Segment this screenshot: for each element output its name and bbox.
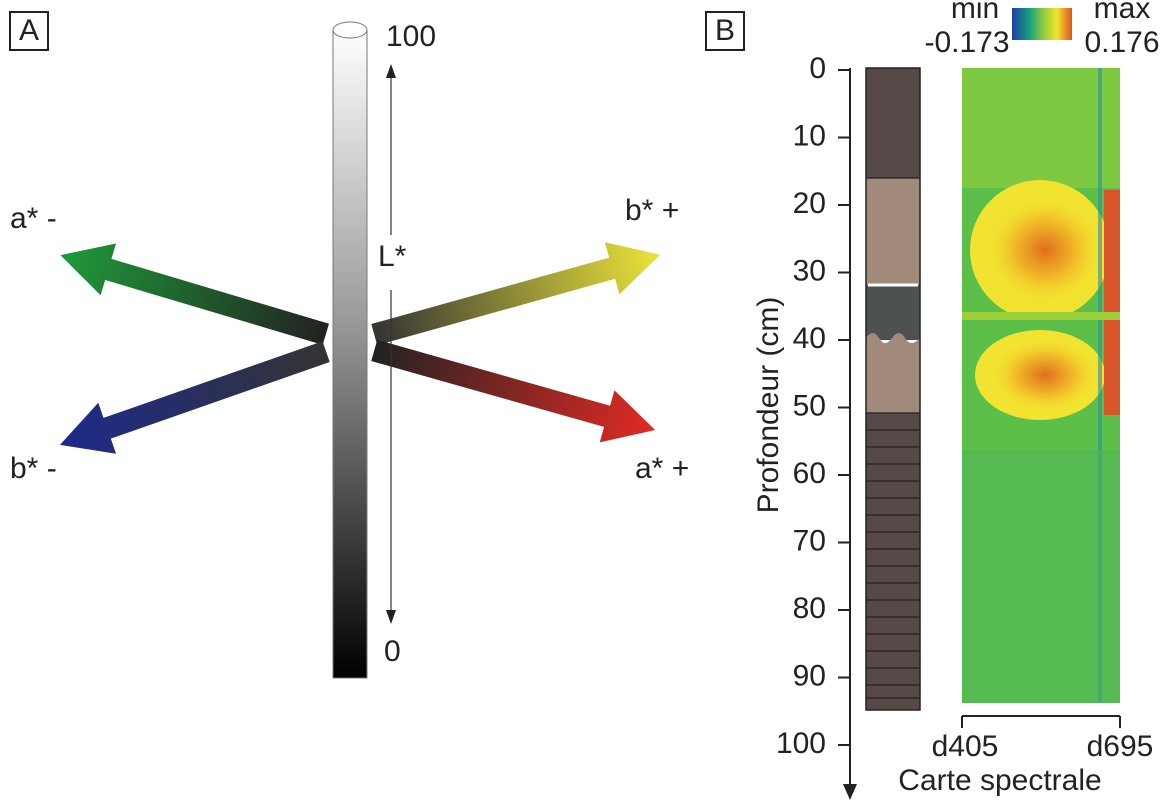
arrow-b-minus	[59, 341, 330, 454]
lightness-cylinder	[332, 29, 368, 679]
l-bottom: 0	[384, 635, 401, 668]
arrow-b-plus	[371, 242, 661, 346]
lithology-column	[865, 67, 921, 711]
y-tick-label: 90	[793, 659, 826, 692]
x-start-label: d405	[932, 730, 999, 763]
colorbar	[1012, 8, 1072, 40]
arrow-a-minus	[60, 243, 329, 345]
x-axis-title: Carte spectrale	[898, 764, 1101, 797]
y-axis-title: Profondeur (cm)	[752, 297, 785, 514]
colorbar-min-value: -0.173	[924, 26, 1009, 59]
l-top: 100	[386, 20, 436, 53]
arrow-a-plus	[371, 339, 656, 443]
spectral-map	[962, 68, 1120, 703]
y-tick-label: 10	[793, 119, 826, 152]
y-tick-label: 0	[809, 52, 826, 85]
depth-axis	[843, 68, 857, 800]
panel-label: A	[19, 14, 39, 47]
panel-box	[705, 11, 745, 51]
colorbar-min-label: min	[951, 0, 999, 25]
spectral-axis	[961, 715, 1121, 728]
y-tick-label: 50	[793, 389, 826, 422]
y-tick-label: 60	[793, 457, 826, 490]
b-minus-label: b* -	[10, 452, 57, 485]
y-tick-label: 20	[793, 187, 826, 220]
y-tick-label: 80	[793, 592, 826, 625]
l-axis-label: L*	[378, 240, 407, 273]
y-tick-label: 100	[776, 727, 826, 760]
y-tick-label: 70	[793, 524, 826, 557]
cylinder-top	[332, 21, 368, 39]
b-plus-label: b* +	[625, 194, 679, 227]
a-plus-label: a* +	[635, 452, 689, 485]
panel-label: B	[715, 14, 735, 47]
y-tick-label: 40	[793, 322, 826, 355]
lightness-arrow	[386, 64, 396, 624]
x-end-label: d695	[1087, 730, 1154, 763]
y-tick-label: 30	[793, 254, 826, 287]
colorbar-max-label: max	[1094, 0, 1151, 25]
colorbar-max-value: 0.176	[1084, 26, 1159, 59]
a-minus-label: a* -	[10, 202, 57, 235]
panel-box	[9, 11, 49, 51]
chroma-arrows	[59, 242, 661, 454]
